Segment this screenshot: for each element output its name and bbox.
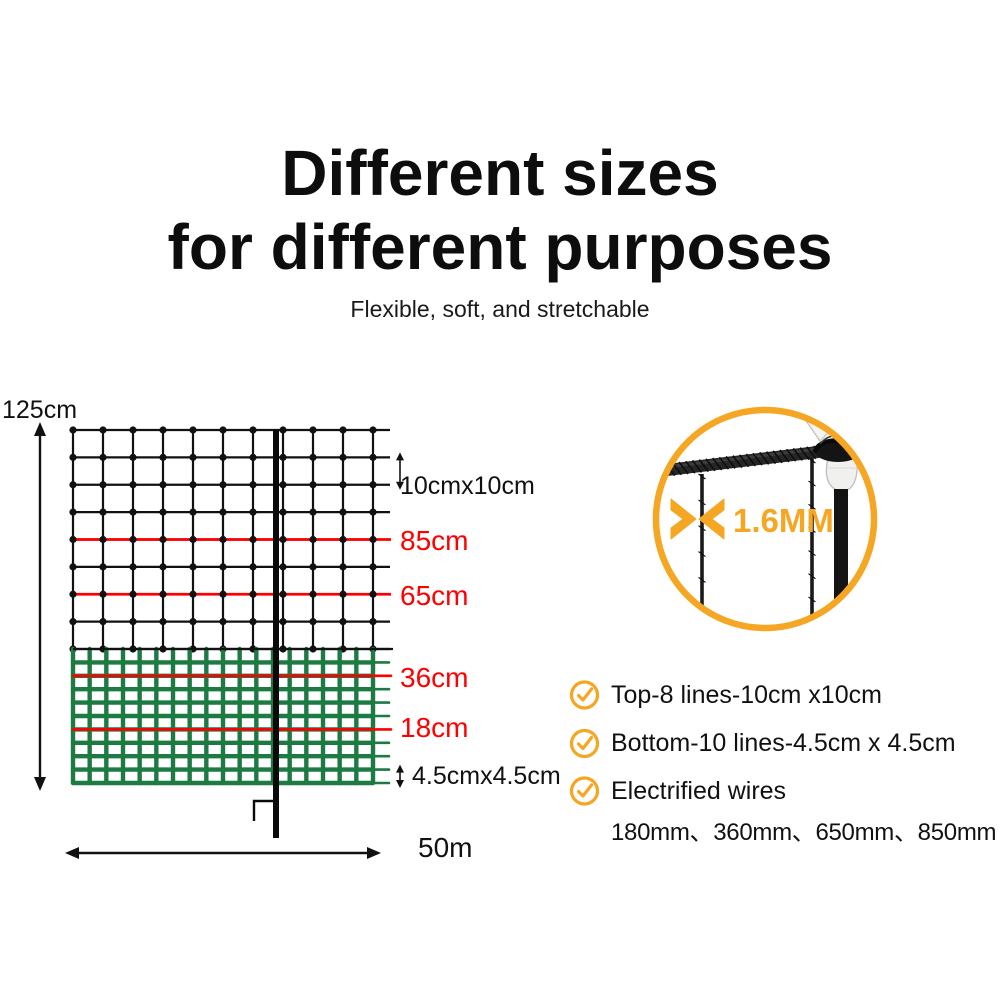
svg-text:1.6MM: 1.6MM (733, 502, 834, 539)
